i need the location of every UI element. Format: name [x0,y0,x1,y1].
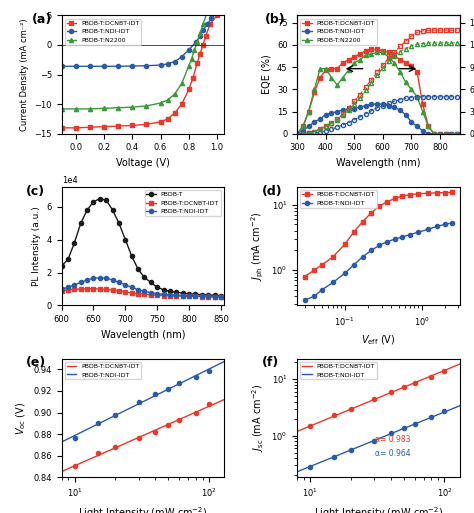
Y-axis label: $V_{\mathrm{oc}}$ (V): $V_{\mathrm{oc}}$ (V) [14,401,27,435]
Text: α= 0.983: α= 0.983 [375,435,411,444]
Y-axis label: PL Intensity (a.u.): PL Intensity (a.u.) [32,206,41,286]
Legend: PBDB-T:DCNBT-IDT, PBDB-T:NDI-IDT: PBDB-T:DCNBT-IDT, PBDB-T:NDI-IDT [301,362,377,380]
Y-axis label: EQE (%): EQE (%) [261,55,271,94]
Legend: PBDB-T, PBDB-T:DCNBT-IDT, PBDB-T:NDI-IDT: PBDB-T, PBDB-T:DCNBT-IDT, PBDB-T:NDI-IDT [145,190,221,216]
Y-axis label: $J_{\mathrm{ph}}$ (mA cm$^{-2}$): $J_{\mathrm{ph}}$ (mA cm$^{-2}$) [250,211,266,281]
Text: α= 0.964: α= 0.964 [375,449,411,458]
Text: (b): (b) [265,13,285,26]
Text: (e): (e) [26,357,46,369]
Y-axis label: $J_{\mathrm{sc}}$ (mA cm$^{-2}$): $J_{\mathrm{sc}}$ (mA cm$^{-2}$) [250,384,266,452]
X-axis label: Light Intensity (mW cm$^{-2}$): Light Intensity (mW cm$^{-2}$) [314,505,443,513]
X-axis label: Light Intensity (mW cm$^{-2}$): Light Intensity (mW cm$^{-2}$) [78,505,208,513]
Y-axis label: Current Density (mA cm⁻²): Current Density (mA cm⁻²) [20,18,29,131]
Legend: PBDB-T:DCNBT-IDT, PBDB-T:NDI-IDT: PBDB-T:DCNBT-IDT, PBDB-T:NDI-IDT [301,190,377,208]
X-axis label: Voltage (V): Voltage (V) [116,158,170,168]
Legend: PBDB-T:DCNBT-IDT, PBDB-T:NDI-IDT: PBDB-T:DCNBT-IDT, PBDB-T:NDI-IDT [65,362,141,380]
Text: (f): (f) [262,357,279,369]
Text: (c): (c) [26,185,45,198]
Legend: PBDB-T:DCNBT-IDT, PBDB-T:NDI-IDT, PBDB-T:N2200: PBDB-T:DCNBT-IDT, PBDB-T:NDI-IDT, PBDB-T… [301,18,377,45]
Text: (a): (a) [32,13,53,26]
Legend: PBDB-T:DCNBT-IDT, PBDB-T:NDI-IDT, PBDB-T:N2200: PBDB-T:DCNBT-IDT, PBDB-T:NDI-IDT, PBDB-T… [65,18,141,45]
X-axis label: Wavelength (nm): Wavelength (nm) [100,330,185,340]
X-axis label: $V_{\mathrm{eff}}$ (V): $V_{\mathrm{eff}}$ (V) [361,333,396,347]
Text: (d): (d) [262,185,282,198]
X-axis label: Wavelength (nm): Wavelength (nm) [336,158,421,168]
